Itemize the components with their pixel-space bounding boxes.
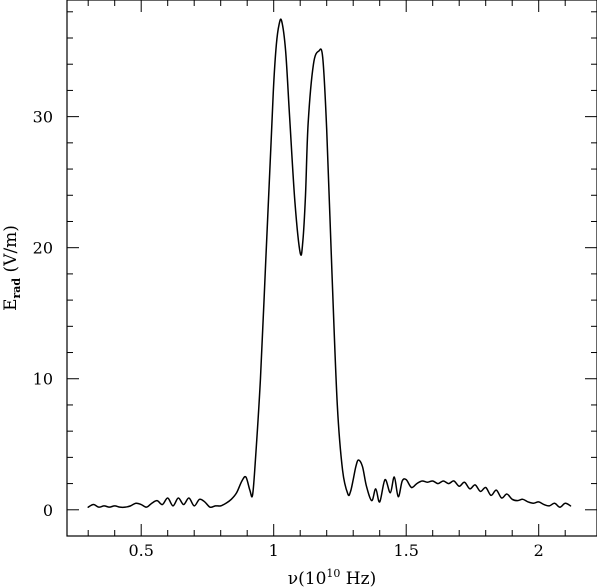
y-tick-label: 0 (43, 501, 53, 520)
x-tick-label: 0.5 (128, 541, 153, 560)
plot-frame (66, 0, 597, 537)
y-axis-label-suffix: (V/m) (1, 225, 21, 278)
y-axis-label-subscript: rad (10, 278, 23, 299)
y-axis-label-main: E (1, 299, 21, 311)
y-tick-label: 20 (33, 239, 53, 258)
x-axis-label-prefix: ν(10 (288, 569, 327, 587)
x-axis-label-exponent: 10 (326, 567, 340, 580)
data-series-line (87, 18, 572, 509)
x-axis-label-suffix: Hz) (340, 569, 376, 587)
axis-ticks (67, 0, 597, 537)
x-tick-label: 2 (534, 541, 544, 560)
y-axis-label: Erad (V/m) (1, 225, 23, 311)
x-tick-label: 1.5 (393, 541, 418, 560)
x-axis-label: ν(1010 Hz) (288, 567, 376, 587)
y-tick-label: 30 (33, 108, 53, 127)
y-tick-label: 10 (33, 370, 53, 389)
x-tick-label: 1 (269, 541, 279, 560)
